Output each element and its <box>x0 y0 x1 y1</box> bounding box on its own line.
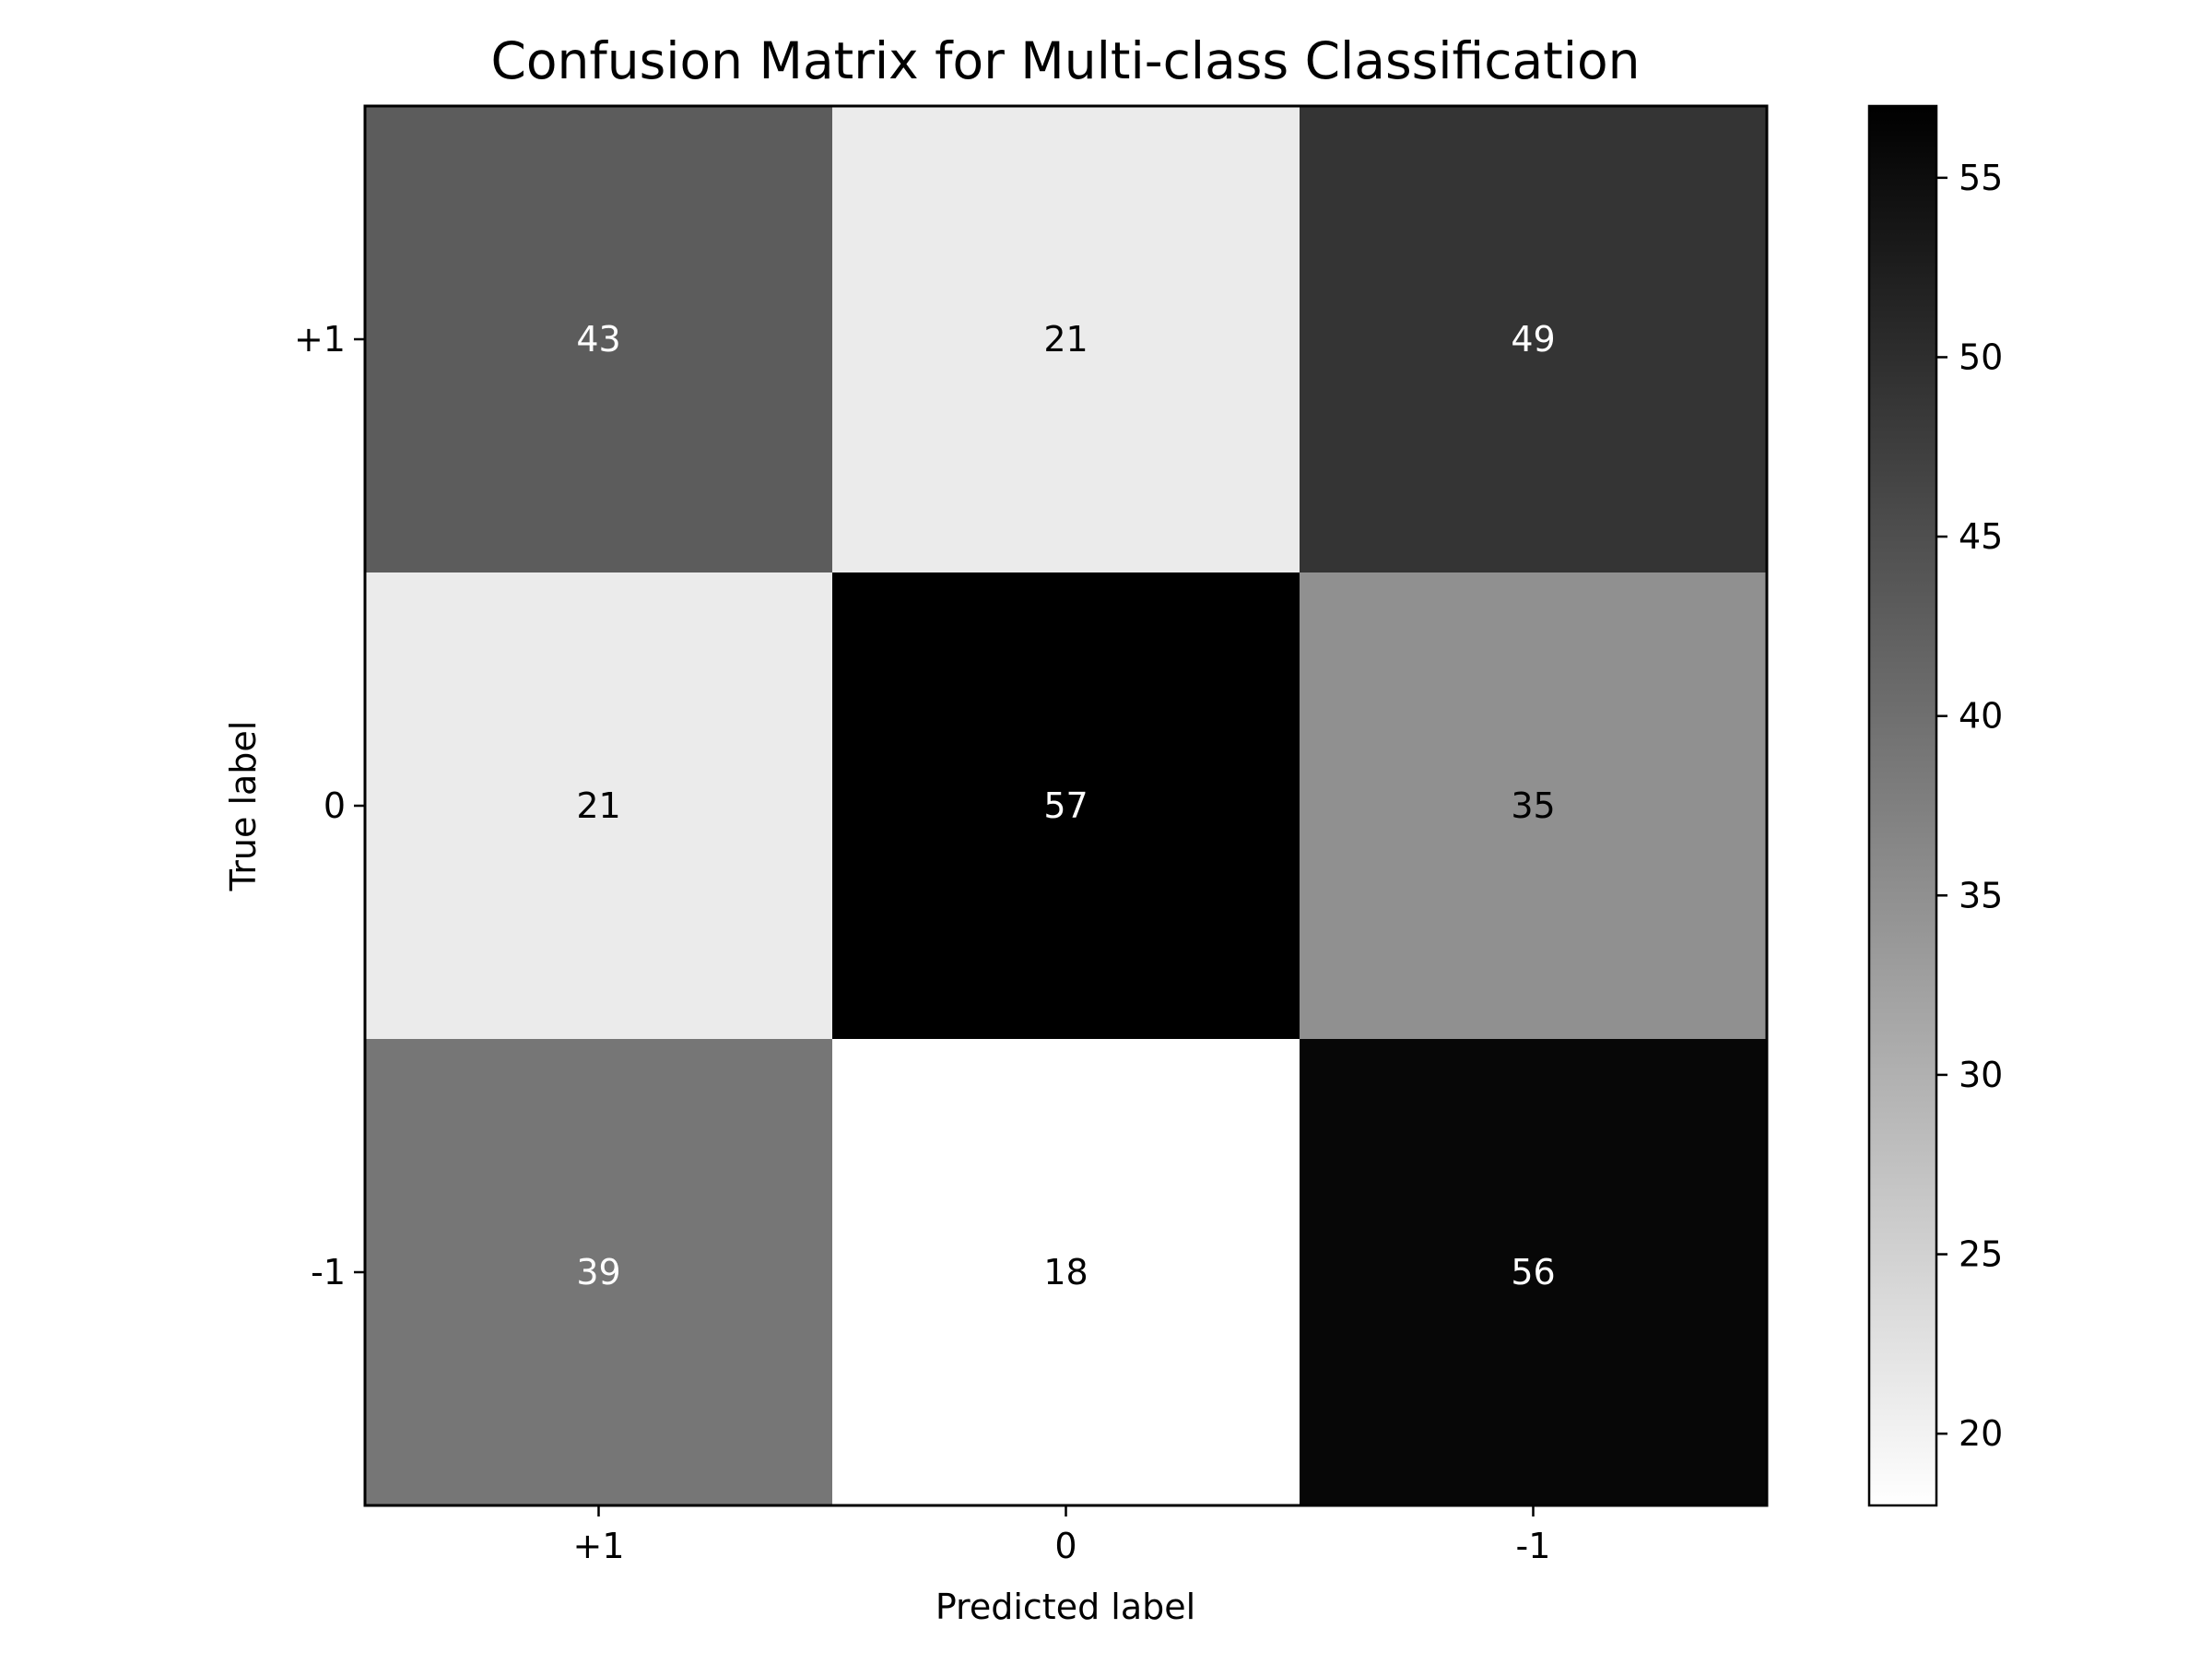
colorbar-tick-label: 50 <box>1959 336 2003 377</box>
colorbar-tick-label: 35 <box>1959 875 2003 915</box>
colorbar-tick-label: 45 <box>1959 516 2003 557</box>
colorbar <box>1867 104 1938 1507</box>
heatmap-cell <box>832 1039 1300 1506</box>
heatmap-cell <box>832 572 1300 1040</box>
heatmap-cell <box>1300 572 1768 1040</box>
heatmap-cell <box>365 1039 833 1506</box>
colorbar-tick-label: 25 <box>1959 1234 2003 1275</box>
y-axis-label: True label <box>223 721 264 892</box>
cell-value-label: 49 <box>1511 319 1555 360</box>
x-tick-label: +1 <box>572 1526 624 1566</box>
y-tick-label: -1 <box>311 1252 346 1292</box>
y-tick-label: 0 <box>324 785 346 826</box>
colorbar-tick-label: 20 <box>1959 1413 2003 1454</box>
x-tick-label: 0 <box>1054 1526 1077 1566</box>
cell-value-label: 57 <box>1043 785 1088 826</box>
heatmap-cell <box>1300 106 1768 573</box>
cell-value-label: 21 <box>1043 319 1088 360</box>
y-axis: +1 0 -1 <box>294 319 365 1292</box>
cell-value-label: 39 <box>576 1252 620 1292</box>
x-axis: +1 0 -1 <box>572 1505 1550 1566</box>
x-axis-label: Predicted label <box>935 1587 1195 1627</box>
heatmap-cells: 43 21 49 21 57 35 39 18 56 <box>365 106 1768 1506</box>
y-tick-label: +1 <box>294 319 346 360</box>
heatmap-cell <box>365 106 833 573</box>
cell-value-label: 43 <box>576 319 620 360</box>
heatmap-cell <box>365 572 833 1040</box>
colorbar-tick-label: 30 <box>1959 1055 2003 1095</box>
colorbar-tick-label: 40 <box>1959 696 2003 737</box>
colorbar-ticks: 20 25 30 35 40 45 50 55 <box>1936 158 2003 1454</box>
cell-value-label: 35 <box>1511 785 1555 826</box>
cell-value-label: 21 <box>576 785 620 826</box>
cell-value-label: 56 <box>1511 1252 1555 1292</box>
chart-title: Confusion Matrix for Multi-class Classif… <box>490 31 1640 90</box>
cell-value-label: 18 <box>1043 1252 1088 1292</box>
heatmap-cell <box>832 106 1300 573</box>
heatmap-cell <box>1300 1039 1768 1506</box>
colorbar-tick-label: 55 <box>1959 158 2003 198</box>
x-tick-label: -1 <box>1516 1526 1551 1566</box>
